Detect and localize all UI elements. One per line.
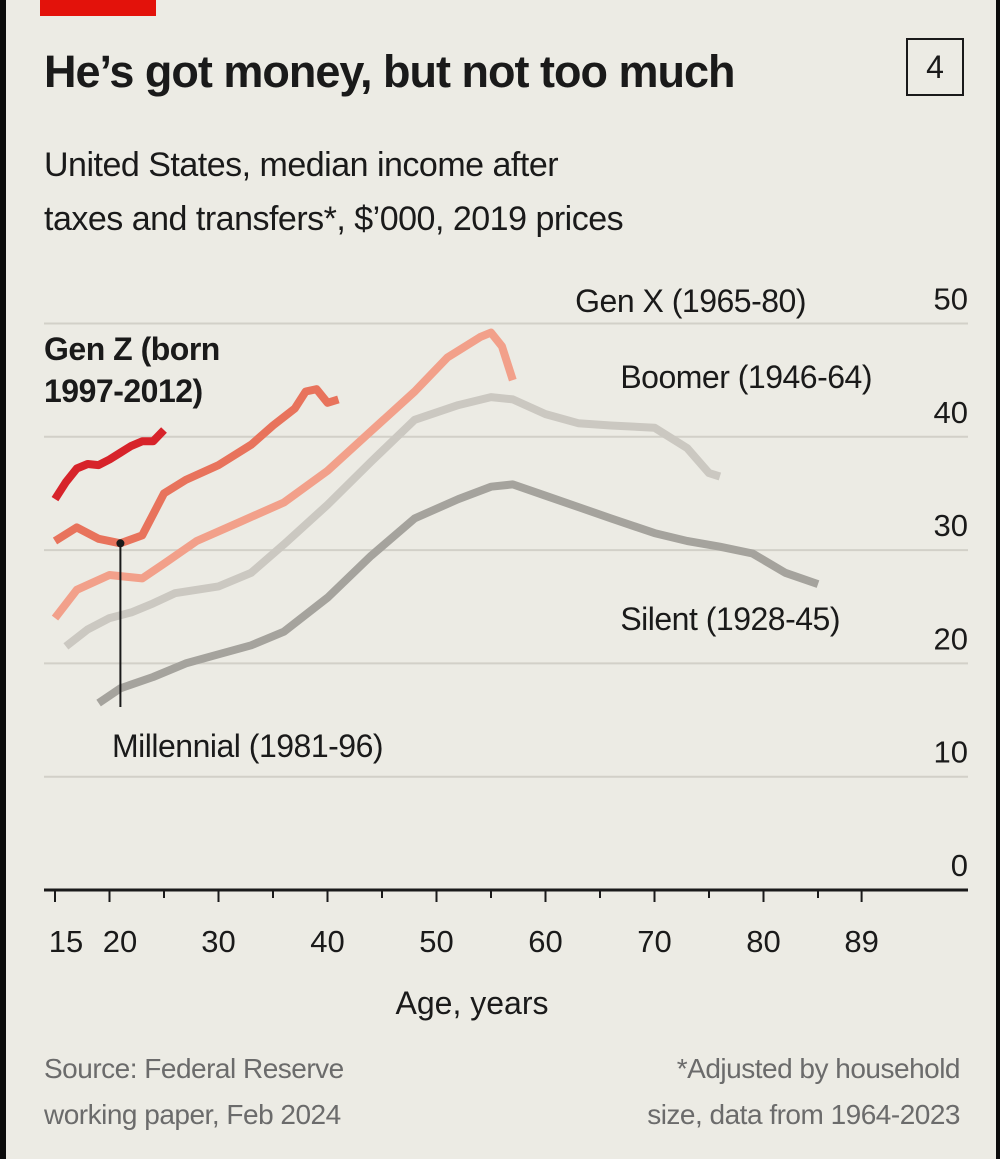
series-label-4-line-1: 1997-2012) bbox=[44, 373, 203, 409]
x-tick-label-30: 30 bbox=[201, 924, 235, 959]
x-axis: 15 20 30 40 50 60 70 80 89 Age, years bbox=[44, 888, 968, 1021]
series-label-1: Boomer (1946-64) bbox=[620, 359, 872, 395]
x-tick-label-80: 80 bbox=[746, 924, 780, 959]
footnote: *Adjusted by household size, data from 1… bbox=[647, 1046, 960, 1138]
y-tick-label-20: 20 bbox=[934, 621, 968, 656]
series-labels: Silent (1928-45) Boomer (1946-64) Gen X (1… bbox=[44, 283, 873, 764]
series-line-4 bbox=[51, 427, 167, 502]
y-tick-label-30: 30 bbox=[934, 508, 968, 543]
source-note: Source: Federal Reserve working paper, F… bbox=[44, 1046, 344, 1138]
series-label-4-line-0: Gen Z (born bbox=[44, 331, 220, 367]
series-label-3-line-0: Millennial (1981-96) bbox=[112, 728, 383, 764]
y-tick-label-10: 10 bbox=[934, 735, 968, 770]
accent-bar bbox=[40, 0, 156, 16]
chart-number-badge: 4 bbox=[906, 38, 964, 96]
y-tick-label-40: 40 bbox=[934, 395, 968, 430]
footnote-line-2: size, data from 1964-2023 bbox=[647, 1099, 960, 1130]
x-tick-label-60: 60 bbox=[528, 924, 562, 959]
series-label-2-line-0: Gen X (1965-80) bbox=[575, 283, 806, 319]
series-label-1-line-0: Boomer (1946-64) bbox=[620, 359, 872, 395]
x-tick-label-89: 89 bbox=[844, 924, 878, 959]
x-tick-label-15: 15 bbox=[49, 924, 83, 959]
series-label-0: Silent (1928-45) bbox=[620, 601, 840, 637]
series-line-1 bbox=[63, 393, 722, 650]
series-label-2: Gen X (1965-80) bbox=[575, 283, 806, 319]
subtitle-line-2: taxes and transfers*, $’000, 2019 prices bbox=[44, 200, 624, 238]
series-line-2 bbox=[51, 328, 517, 621]
series-line-0 bbox=[96, 480, 820, 707]
y-tick-label-0: 0 bbox=[951, 848, 968, 883]
x-axis-title: Age, years bbox=[396, 985, 549, 1021]
series-label-4: Gen Z (born 1997-2012) bbox=[44, 331, 220, 409]
series-line-3 bbox=[52, 385, 340, 548]
x-tick-label-20: 20 bbox=[103, 924, 137, 959]
series-label-0-line-0: Silent (1928-45) bbox=[620, 601, 840, 637]
x-tick-label-70: 70 bbox=[637, 924, 671, 959]
chart-subtitle: United States, median income after taxes… bbox=[44, 138, 844, 246]
x-tick-label-40: 40 bbox=[310, 924, 344, 959]
chart-title: He’s got money, but not too much bbox=[44, 46, 735, 97]
gridlines: 0 10 20 30 40 50 bbox=[44, 282, 968, 883]
callouts bbox=[116, 539, 125, 707]
y-tick-label-50: 50 bbox=[934, 282, 968, 317]
source-line-2: working paper, Feb 2024 bbox=[44, 1099, 341, 1130]
series-label-3: Millennial (1981-96) bbox=[112, 728, 383, 764]
subtitle-line-1: United States, median income after bbox=[44, 146, 559, 184]
millennial-leader-dot bbox=[116, 539, 125, 548]
source-line-1: Source: Federal Reserve bbox=[44, 1053, 344, 1084]
series-lines bbox=[51, 328, 820, 707]
x-tick-label-50: 50 bbox=[419, 924, 453, 959]
income-line-chart: 0 10 20 30 40 50 15 20 30 40 50 60 70 80 89 Age, years… bbox=[44, 282, 968, 1021]
footnote-line-1: *Adjusted by household bbox=[676, 1053, 961, 1084]
